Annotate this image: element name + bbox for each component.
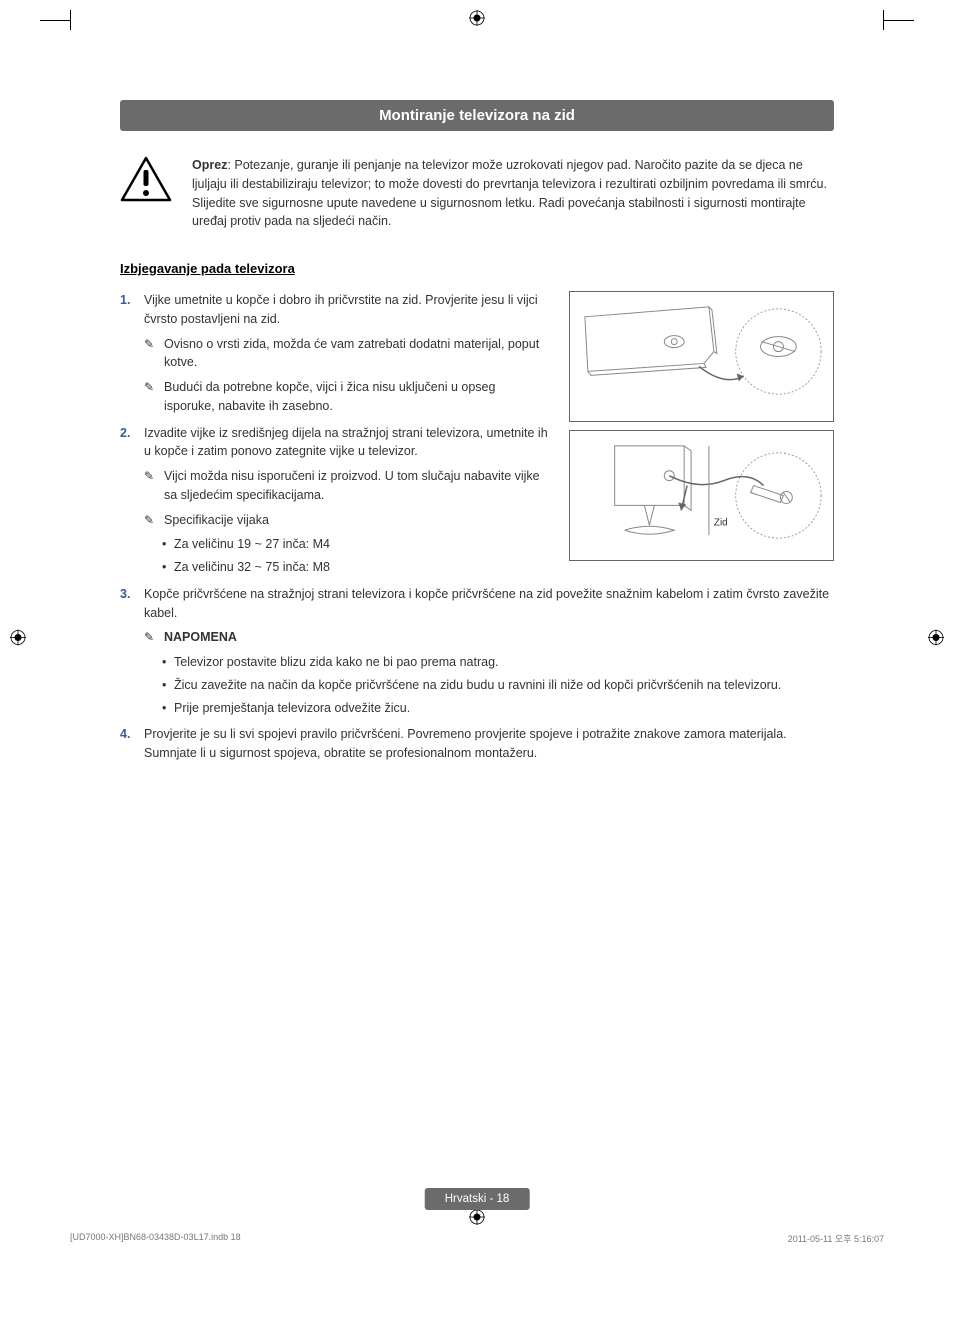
crop-mark — [70, 10, 71, 30]
step-1-text: Vijke umetnite u kopče i dobro ih pričvr… — [144, 293, 538, 326]
step-1-note-2: Budući da potrebne kopče, vijci i žica n… — [144, 378, 549, 416]
steps-list: Vijke umetnite u kopče i dobro ih pričvr… — [120, 291, 549, 577]
text-column: Vijke umetnite u kopče i dobro ih pričvr… — [120, 291, 549, 585]
note-label: NAPOMENA — [164, 630, 237, 644]
footer-info: [UD7000-XH]BN68-03438D-03L17.indb 18 201… — [70, 1232, 884, 1245]
registration-mark-right — [928, 630, 944, 651]
page-content: Montiranje televizora na zid Oprez: Pote… — [50, 30, 904, 763]
step-2-text: Izvadite vijke iz središnjeg dijela na s… — [144, 426, 548, 459]
section-title: Montiranje televizora na zid — [379, 107, 575, 124]
section-header: Montiranje televizora na zid — [120, 100, 834, 131]
registration-mark-top — [469, 10, 485, 31]
registration-mark-left — [10, 630, 26, 651]
spec-1: Za veličinu 19 ~ 27 inča: M4 — [162, 535, 549, 554]
step-3: Kopče pričvršćene na stražnjoj strani te… — [120, 585, 834, 718]
bullet-1: Televizor postavite blizu zida kako ne b… — [162, 653, 834, 672]
wall-label: Zid — [714, 517, 728, 528]
diagram-column: Zid — [569, 291, 834, 585]
step-2-note-2: Specifikacije vijaka — [144, 511, 549, 530]
document-page: Montiranje televizora na zid Oprez: Pote… — [0, 0, 954, 1280]
spec-2: Za veličinu 32 ~ 75 inča: M8 — [162, 558, 549, 577]
caution-box: Oprez: Potezanje, guranje ili penjanje n… — [120, 156, 834, 231]
page-number: Hrvatski - 18 — [445, 1193, 510, 1205]
caution-label: Oprez — [192, 158, 227, 172]
step-4-text: Provjerite je su li svi spojevi pravilo … — [144, 727, 787, 760]
caution-text: Oprez: Potezanje, guranje ili penjanje n… — [192, 156, 834, 231]
bullet-2: Žicu zavežite na način da kopče pričvršć… — [162, 676, 834, 695]
steps-list-continued: Kopče pričvršćene na stražnjoj strani te… — [120, 585, 834, 763]
step-3-bullets: Televizor postavite blizu zida kako ne b… — [144, 653, 834, 717]
step-1: Vijke umetnite u kopče i dobro ih pričvr… — [120, 291, 549, 416]
screw-specs: Za veličinu 19 ~ 27 inča: M4 Za veličinu… — [144, 535, 549, 577]
diagram-1 — [569, 291, 834, 422]
caution-body: : Potezanje, guranje ili penjanje na tel… — [192, 158, 827, 228]
warning-icon — [120, 156, 172, 204]
bullet-3: Prije premještanja televizora odvežite ž… — [162, 699, 834, 718]
step-2: Izvadite vijke iz središnjeg dijela na s… — [120, 424, 549, 577]
crop-mark — [883, 10, 884, 30]
page-number-badge: Hrvatski - 18 — [425, 1188, 530, 1210]
step-1-note-1: Ovisno o vrsti zida, možda će vam zatreb… — [144, 335, 549, 373]
file-info: [UD7000-XH]BN68-03438D-03L17.indb 18 — [70, 1232, 241, 1245]
step-3-text: Kopče pričvršćene na stražnjoj strani te… — [144, 587, 829, 620]
step-2-note-1: Vijci možda nisu isporučeni iz proizvod.… — [144, 467, 549, 505]
subheading: Izbjegavanje pada televizora — [120, 261, 834, 276]
main-columns: Vijke umetnite u kopče i dobro ih pričvr… — [120, 291, 834, 585]
crop-mark — [884, 20, 914, 21]
registration-mark-bottom — [469, 1209, 485, 1230]
diagram-2: Zid — [569, 430, 834, 561]
crop-mark — [40, 20, 70, 21]
step-3-note: NAPOMENA — [144, 628, 834, 647]
timestamp: 2011-05-11 오후 5:16:07 — [788, 1232, 884, 1245]
step-4: Provjerite je su li svi spojevi pravilo … — [120, 725, 834, 763]
